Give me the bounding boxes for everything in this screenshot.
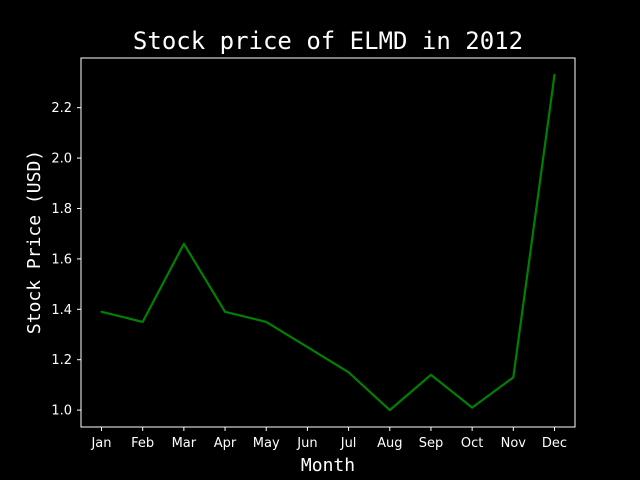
- y-tick-label: 1.2: [51, 353, 72, 368]
- chart-title: Stock price of ELMD in 2012: [133, 27, 523, 55]
- y-tick-label: 2.2: [51, 101, 72, 116]
- x-tick-label: Apr: [214, 436, 237, 451]
- x-tick-label: Jun: [296, 436, 317, 451]
- plot-frame: [80, 57, 576, 428]
- x-tick-label: Nov: [501, 436, 527, 451]
- x-tick-label: Aug: [377, 436, 402, 451]
- x-tick-label: Mar: [172, 436, 197, 451]
- plot-area: Jan Feb Mar Apr May Jun Jul Aug Sep Oct Nov Dec 1.0 1…: [51, 57, 576, 451]
- x-tick-label: May: [253, 436, 280, 451]
- x-tick-label: Jul: [340, 436, 357, 451]
- x-tick-label: Oct: [461, 436, 483, 451]
- y-tick-label: 1.6: [51, 252, 72, 267]
- x-tick-label: Jan: [90, 436, 111, 451]
- y-axis-label: Stock Price (USD): [24, 150, 45, 334]
- y-tick-label: 1.0: [51, 404, 72, 419]
- x-tick-label: Feb: [131, 436, 154, 451]
- y-tick-label: 1.8: [51, 202, 72, 217]
- x-tick-label: Dec: [542, 436, 567, 451]
- y-tick-label: 2.0: [51, 152, 72, 167]
- x-tick-label: Sep: [419, 436, 444, 451]
- x-axis-label: Month: [301, 455, 355, 476]
- y-tick-label: 1.4: [51, 303, 72, 318]
- series-line: [100, 73, 556, 412]
